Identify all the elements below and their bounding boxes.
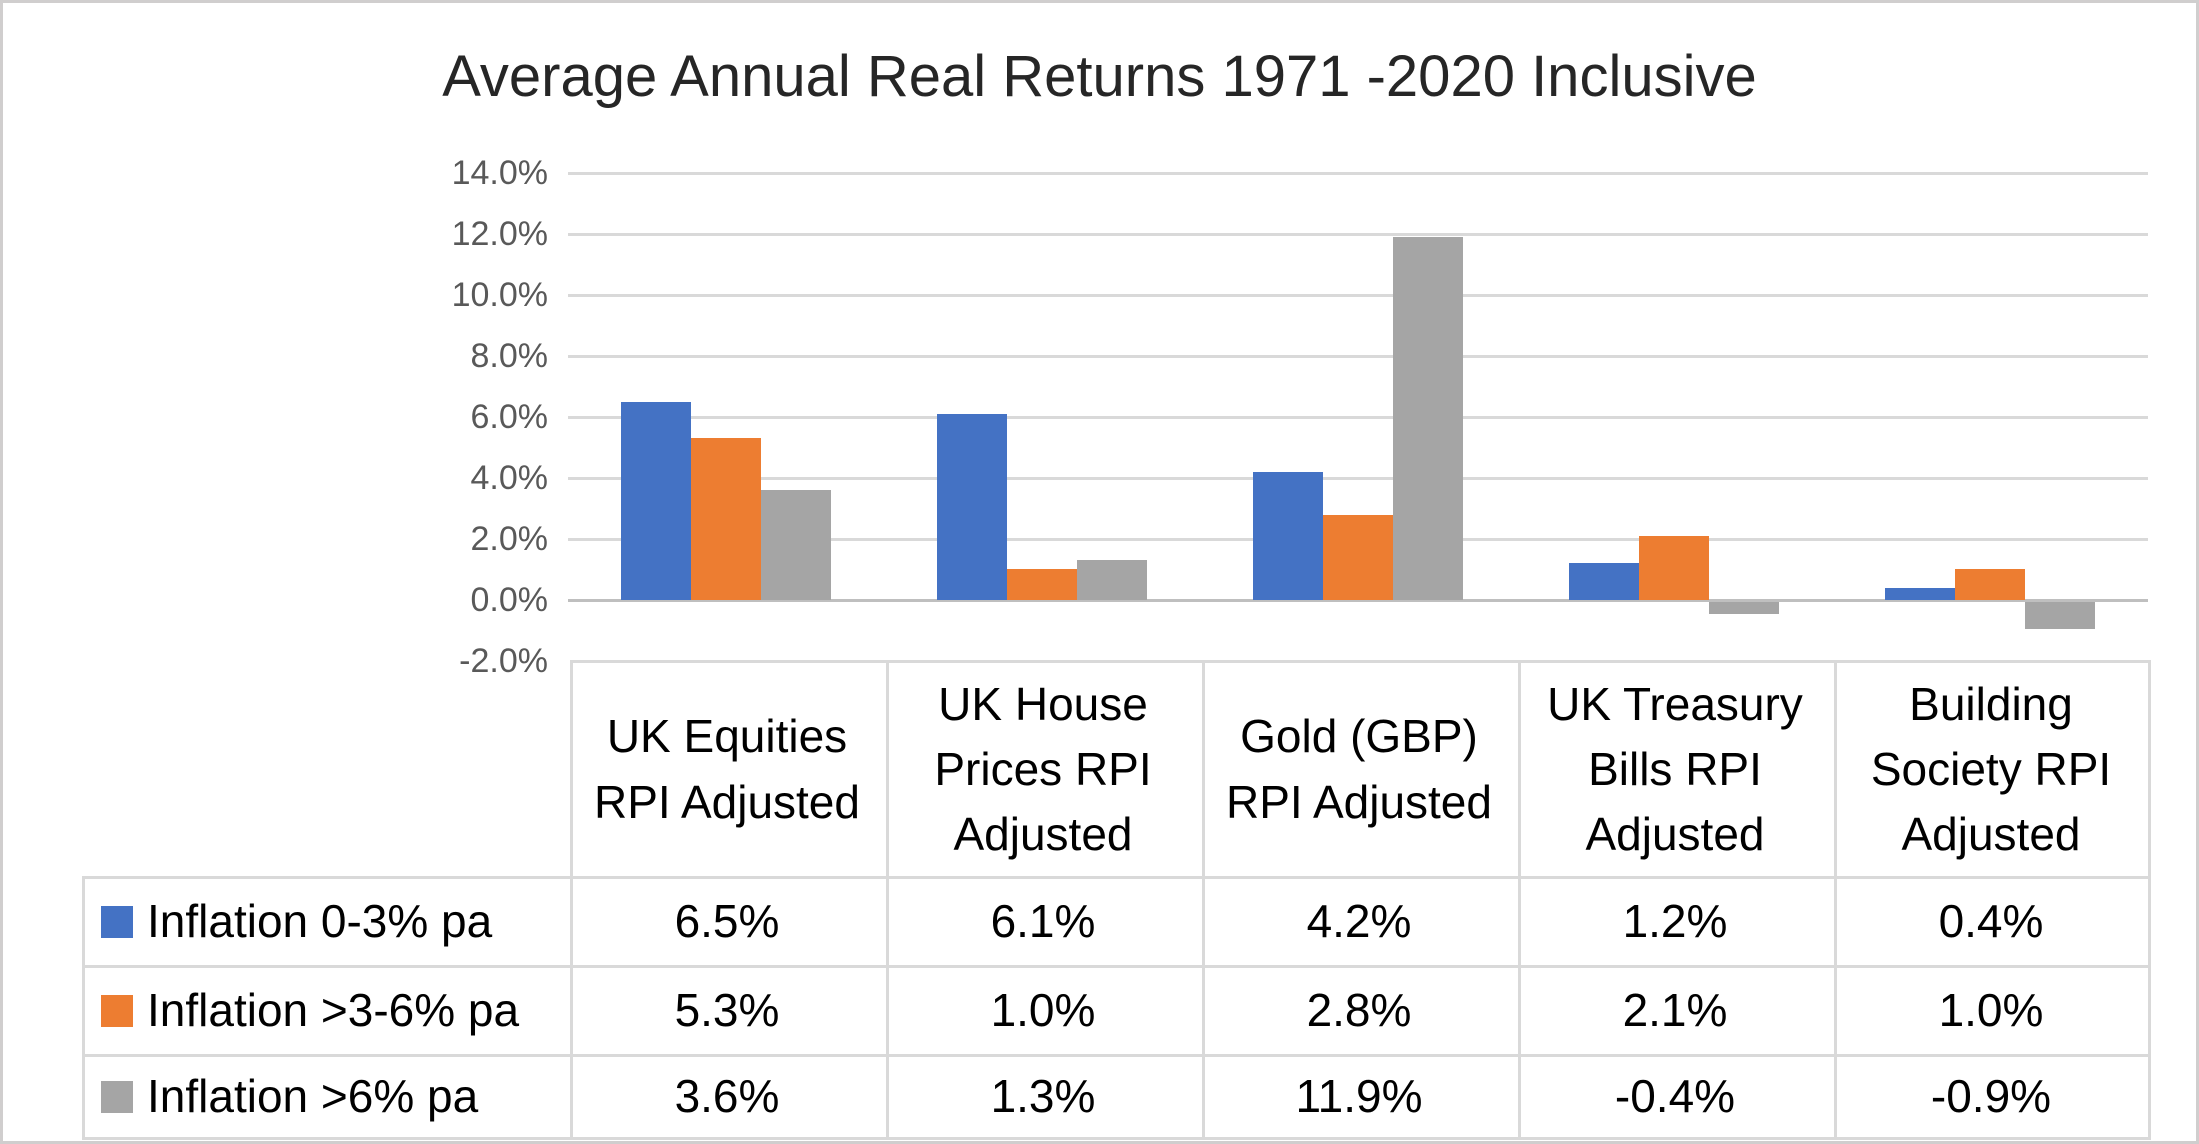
value-cell: 6.1% <box>990 895 1096 948</box>
gridline <box>568 355 2148 358</box>
table-border-line <box>1834 660 1837 1140</box>
y-axis-tick-label: -2.0% <box>459 642 548 680</box>
value-cell: 11.9% <box>1295 1070 1423 1123</box>
value-cell: 1.0% <box>1938 984 2044 1037</box>
table-header-cell: UK Equities RPI Adjusted <box>594 710 860 828</box>
table-header-cell: Building Society RPI Adjusted <box>1870 677 2112 861</box>
table-border-line <box>2148 660 2151 1140</box>
bar-inflation-0-3-pa <box>621 402 691 600</box>
legend-label: Inflation >3-6% pa <box>147 984 520 1037</box>
bar-inflation-0-3-pa <box>937 414 1007 600</box>
y-axis-tick-label: 14.0% <box>451 154 548 192</box>
y-axis-tick-label: 0.0% <box>470 581 549 619</box>
bar-inflation-0-3-pa <box>1885 588 1955 600</box>
value-cell: 0.4% <box>1938 895 2044 948</box>
bar-inflation-6-pa <box>1393 237 1463 600</box>
table-border-line <box>570 660 2151 663</box>
legend-row-2: Inflation >3-6% pa <box>85 968 568 1054</box>
y-axis-tick-label: 12.0% <box>451 215 548 253</box>
value-cell: -0.9% <box>1930 1070 2052 1123</box>
bar-inflation-6-pa <box>1709 602 1779 614</box>
y-axis-tick-label: 6.0% <box>470 398 549 436</box>
value-cell: 6.5% <box>674 895 780 948</box>
table-header-cell: UK House Prices RPI Adjusted <box>934 677 1152 861</box>
legend-row-3: Inflation >6% pa <box>85 1057 568 1137</box>
gridline <box>568 233 2148 236</box>
value-cell: 4.2% <box>1306 895 1412 948</box>
bar-inflation-3-6-pa <box>1955 569 2025 600</box>
table-border-line <box>82 876 2151 879</box>
bar-inflation-3-6-pa <box>691 438 761 600</box>
table-border-line <box>82 1137 2151 1140</box>
table-border-line <box>82 1054 2151 1057</box>
legend-label: Inflation 0-3% pa <box>147 895 493 948</box>
value-cell: 1.0% <box>990 984 1096 1037</box>
table-border-line <box>82 876 85 1140</box>
y-axis-tick-label: 10.0% <box>451 276 548 314</box>
bar-inflation-3-6-pa <box>1639 536 1709 600</box>
table-border-line <box>1518 660 1521 1140</box>
value-cell: 2.1% <box>1622 984 1728 1037</box>
table-header-cell: Gold (GBP) RPI Adjusted <box>1226 710 1492 828</box>
y-axis-tick-label: 2.0% <box>470 520 549 558</box>
value-cell: 1.2% <box>1622 895 1728 948</box>
table-border-line <box>82 965 2151 968</box>
gridline <box>568 172 2148 175</box>
table-border-line <box>886 660 889 1140</box>
table-border-line <box>570 660 573 1140</box>
bar-inflation-6-pa <box>2025 602 2095 629</box>
bar-inflation-0-3-pa <box>1569 563 1639 600</box>
y-axis-tick-label: 8.0% <box>470 337 549 375</box>
bar-inflation-6-pa <box>761 490 831 600</box>
legend-swatch <box>101 1081 133 1113</box>
legend-label: Inflation >6% pa <box>147 1070 479 1123</box>
y-axis-tick-label: 4.0% <box>470 459 549 497</box>
legend-swatch <box>101 906 133 938</box>
gridline <box>568 477 2148 480</box>
legend-row-1: Inflation 0-3% pa <box>85 879 568 965</box>
gridline <box>568 416 2148 419</box>
value-cell: 1.3% <box>990 1070 1096 1123</box>
bar-inflation-0-3-pa <box>1253 472 1323 600</box>
bar-inflation-6-pa <box>1077 560 1147 600</box>
zero-axis-line <box>568 599 2148 602</box>
table-border-line <box>1202 660 1205 1140</box>
gridline <box>568 294 2148 297</box>
value-cell: 5.3% <box>674 984 780 1037</box>
value-cell: 2.8% <box>1306 984 1412 1037</box>
value-cell: 3.6% <box>674 1070 780 1123</box>
bar-inflation-3-6-pa <box>1007 569 1077 600</box>
chart-title: Average Annual Real Returns 1971 -2020 I… <box>442 44 1757 109</box>
legend-swatch <box>101 995 133 1027</box>
value-cell: -0.4% <box>1614 1070 1736 1123</box>
bar-inflation-3-6-pa <box>1323 515 1393 600</box>
table-header-cell: UK Treasury Bills RPI Adjusted <box>1547 677 1803 861</box>
